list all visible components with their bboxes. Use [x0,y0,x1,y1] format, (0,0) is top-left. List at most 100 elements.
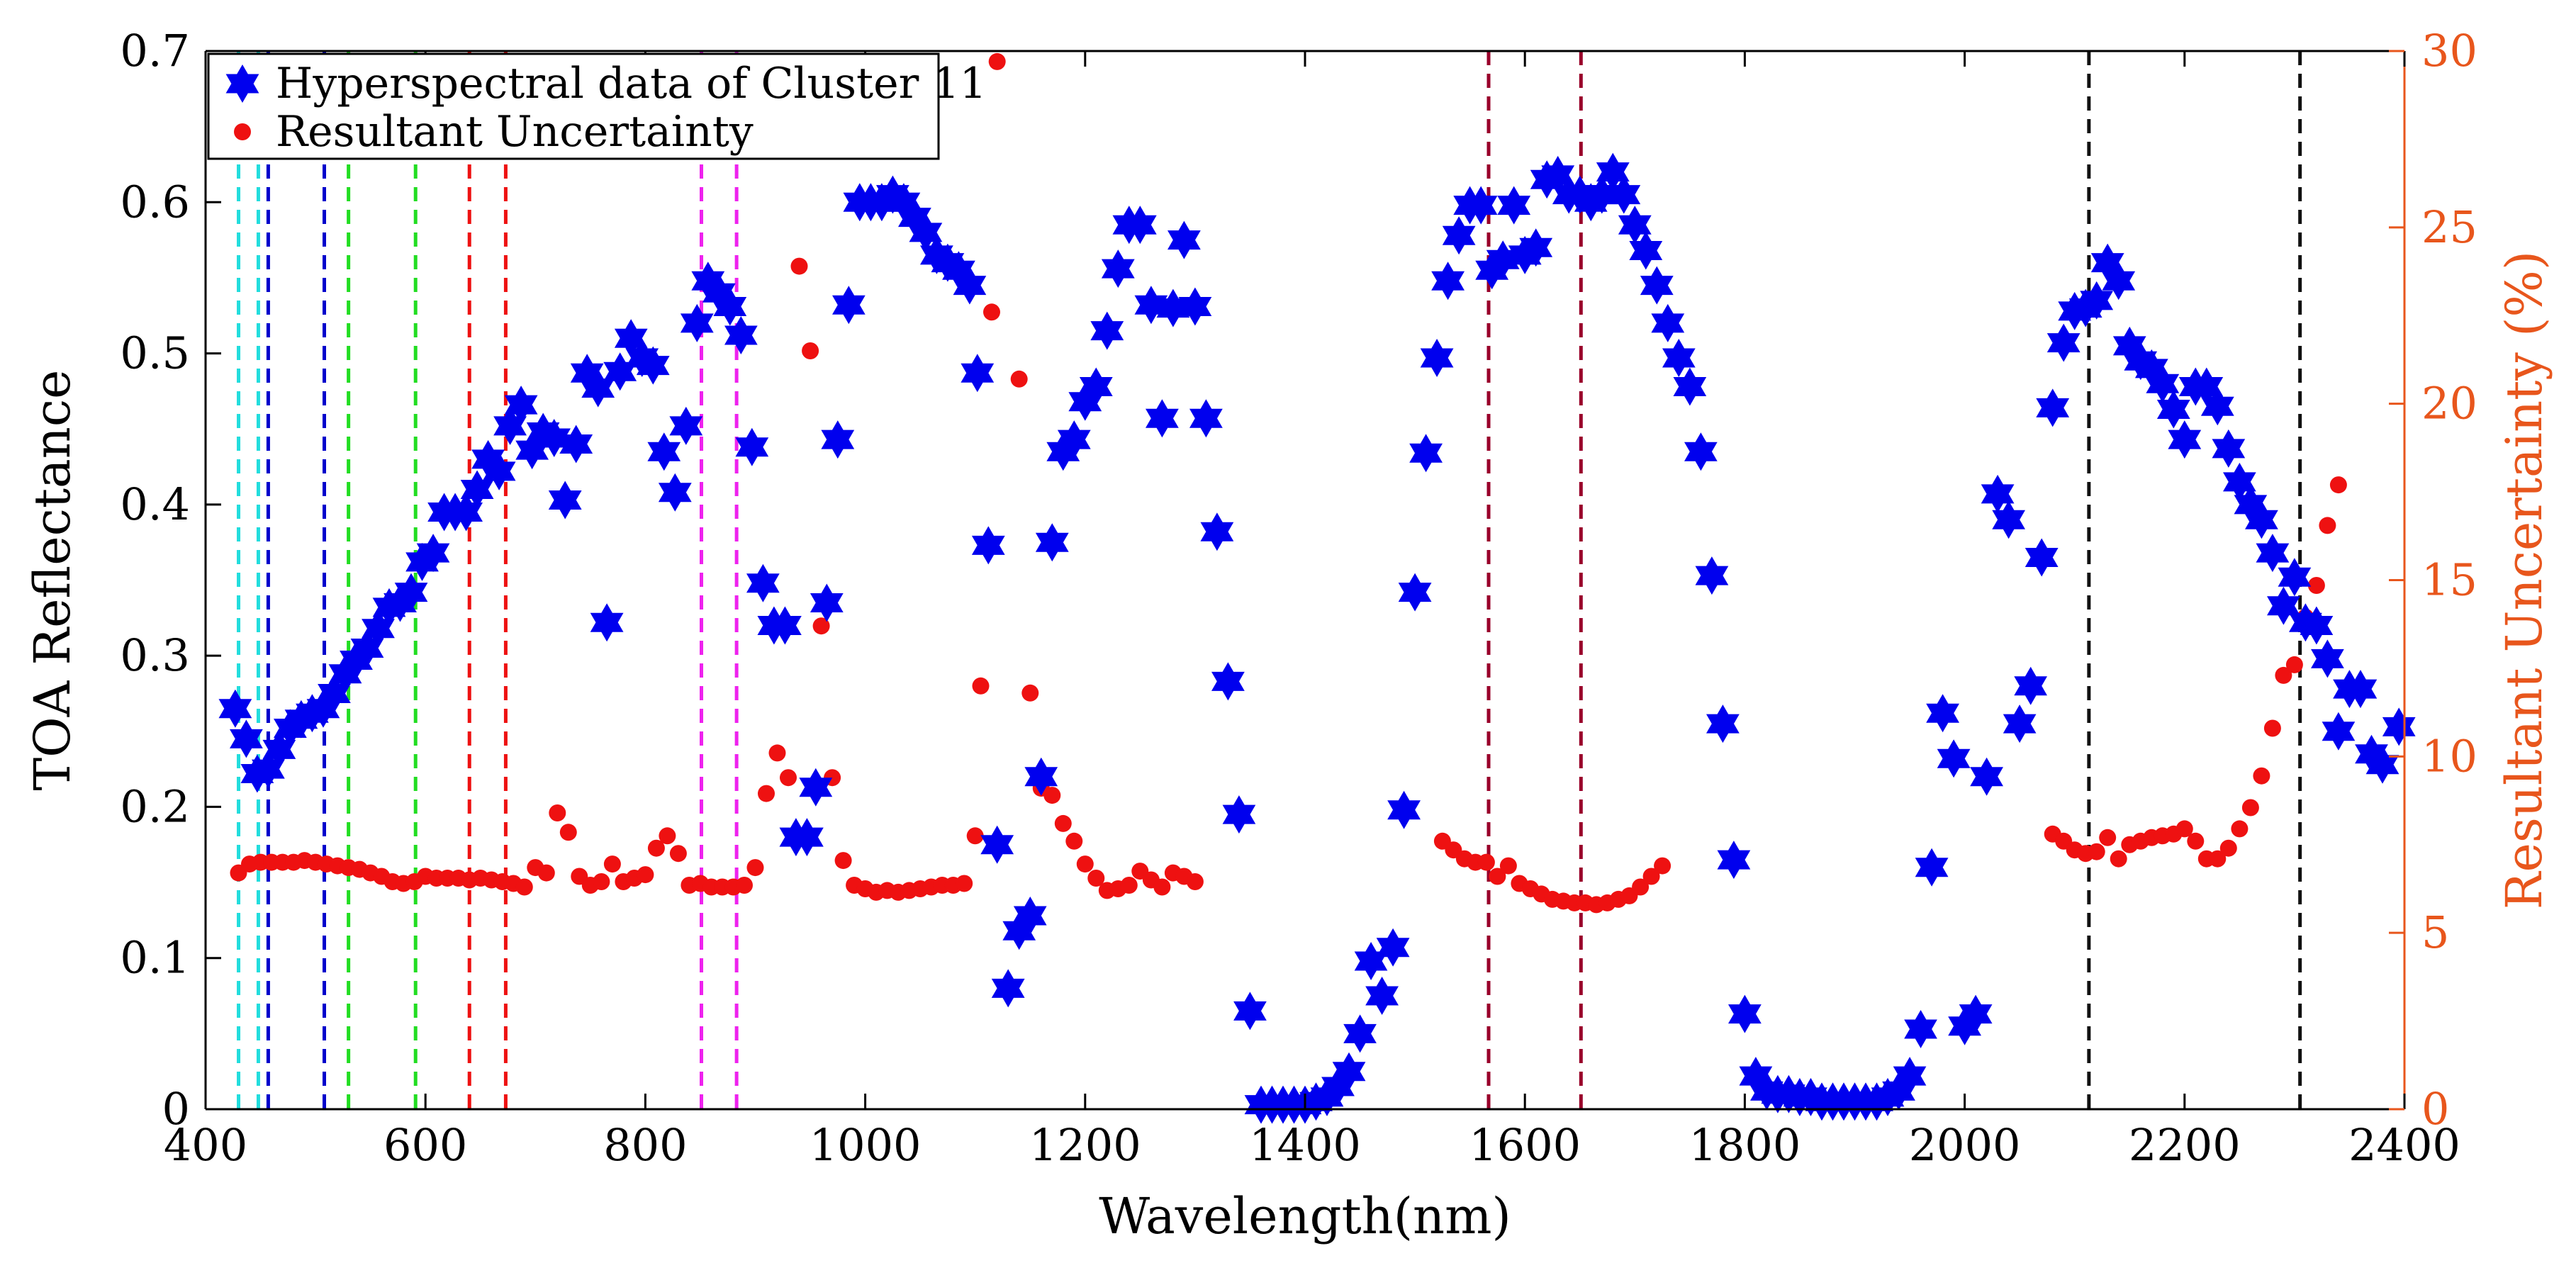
reflectance-point [669,406,703,445]
reflectance-point [1013,897,1047,935]
x-tick-label: 1000 [810,1119,922,1171]
uncertainty-point [1642,868,1660,885]
uncertainty-point [966,827,984,845]
x-tick-label: 1200 [1029,1119,1141,1171]
reflectance-point [1706,705,1740,743]
reflectance-point [1464,186,1498,225]
reflectance-point [1695,556,1729,595]
uncertainty-point [790,257,808,275]
reflectance-point [735,427,769,466]
reflectance-point [1673,367,1707,406]
uncertainty-point [647,839,665,857]
uncertainty-point [637,866,654,884]
reflectance-point [790,818,824,857]
reflectance-point [1893,1057,1927,1096]
reflectance-point [746,563,780,602]
y-right-tick-label: 25 [2421,201,2477,253]
reflectance-series [218,152,2416,1124]
reflectance-point [1937,739,1971,778]
y-left-tick-label: 0.3 [120,629,190,681]
reflectance-point [713,287,747,326]
uncertainty-point [2307,577,2325,594]
reflectance-point [1717,841,1751,880]
reflectance-point [2003,705,2037,743]
reflectance-point [482,451,516,490]
reflectance-point [2322,712,2356,751]
uncertainty-point [1087,870,1105,887]
reflectance-point [961,354,995,393]
reflectance-point [1607,175,1641,214]
reflectance-point [2046,323,2081,362]
reflectance-point [1343,1014,1377,1053]
uncertainty-point [1120,877,1138,894]
x-axis-label: Wavelength(nm) [1099,1187,1511,1245]
legend: Hyperspectral data of Cluster 11Resultan… [207,52,987,160]
reflectance-point [1981,474,2015,513]
uncertainty-point [768,744,786,762]
uncertainty-point [515,878,533,896]
x-tick-label: 2000 [1909,1119,2021,1171]
y-left-tick-label: 0.1 [120,932,190,984]
reflectance-point [1497,186,1531,225]
reflectance-point [971,526,1005,565]
reflectance-point [1035,523,1069,562]
uncertainty-point [802,342,819,359]
reflectance-point [2278,558,2312,597]
x-tick-label: 2400 [2348,1119,2460,1171]
uncertainty-point [1186,873,1204,890]
uncertainty-point [834,852,852,870]
y-left-tick-label: 0 [162,1083,190,1135]
x-tick-label: 2200 [2129,1119,2241,1171]
reflectance-point [1024,757,1058,796]
uncertainty-point [746,859,764,877]
uncertainty-point [2110,850,2127,868]
uncertainty-point [1054,814,1072,832]
reflectance-point [832,286,866,325]
y-right-tick-label: 20 [2421,378,2477,430]
uncertainty-point [1499,857,1517,875]
reflectance-point [724,316,758,354]
reflectance-point [799,768,833,807]
reflectance-point [1332,1052,1366,1091]
uncertainty-point [593,873,610,890]
reflectance-point [1354,942,1388,980]
x-tick-label: 1600 [1469,1119,1581,1171]
y-left-tick-label: 0.7 [120,25,190,77]
reflectance-point [1189,399,1223,438]
uncertainty-point [537,864,555,882]
x-tick-label: 400 [164,1119,247,1171]
uncertainty-point [1021,684,1039,702]
uncertainty-point [1153,878,1171,896]
reflectance-point [2212,429,2246,468]
reflectance-point [1442,216,1476,255]
reflectance-point [2146,364,2180,403]
reflectance-point [1904,1010,1937,1048]
uncertainty-point [1477,853,1495,871]
uncertainty-point [2187,832,2205,850]
reflectance-point [1376,928,1410,967]
reflectance-point [1926,694,1959,733]
reflectance-point [680,303,714,342]
uncertainty-point [956,875,973,892]
x-tick-label: 1400 [1249,1119,1361,1171]
reflectance-point [2080,281,2114,320]
reflectance-point [2102,262,2136,301]
y-right-tick-label: 10 [2421,730,2477,782]
uncertainty-point [549,804,566,821]
reflectance-point [1101,249,1135,288]
uncertainty-point [1489,868,1506,885]
uncertainty-point [983,303,1000,321]
reflectance-point [1629,231,1663,270]
uncertainty-point [736,877,753,894]
reflectance-point [230,719,263,758]
y-right-tick-label: 30 [2421,25,2477,77]
uncertainty-point [2099,829,2117,846]
reflectance-point [953,266,987,305]
y-left-tick-label: 0.2 [120,780,190,832]
uncertainty-series [230,52,2347,914]
reflectance-point [1420,339,1454,377]
reflectance-point [1057,420,1091,459]
reflectance-point [218,689,252,728]
uncertainty-point [2285,656,2303,673]
